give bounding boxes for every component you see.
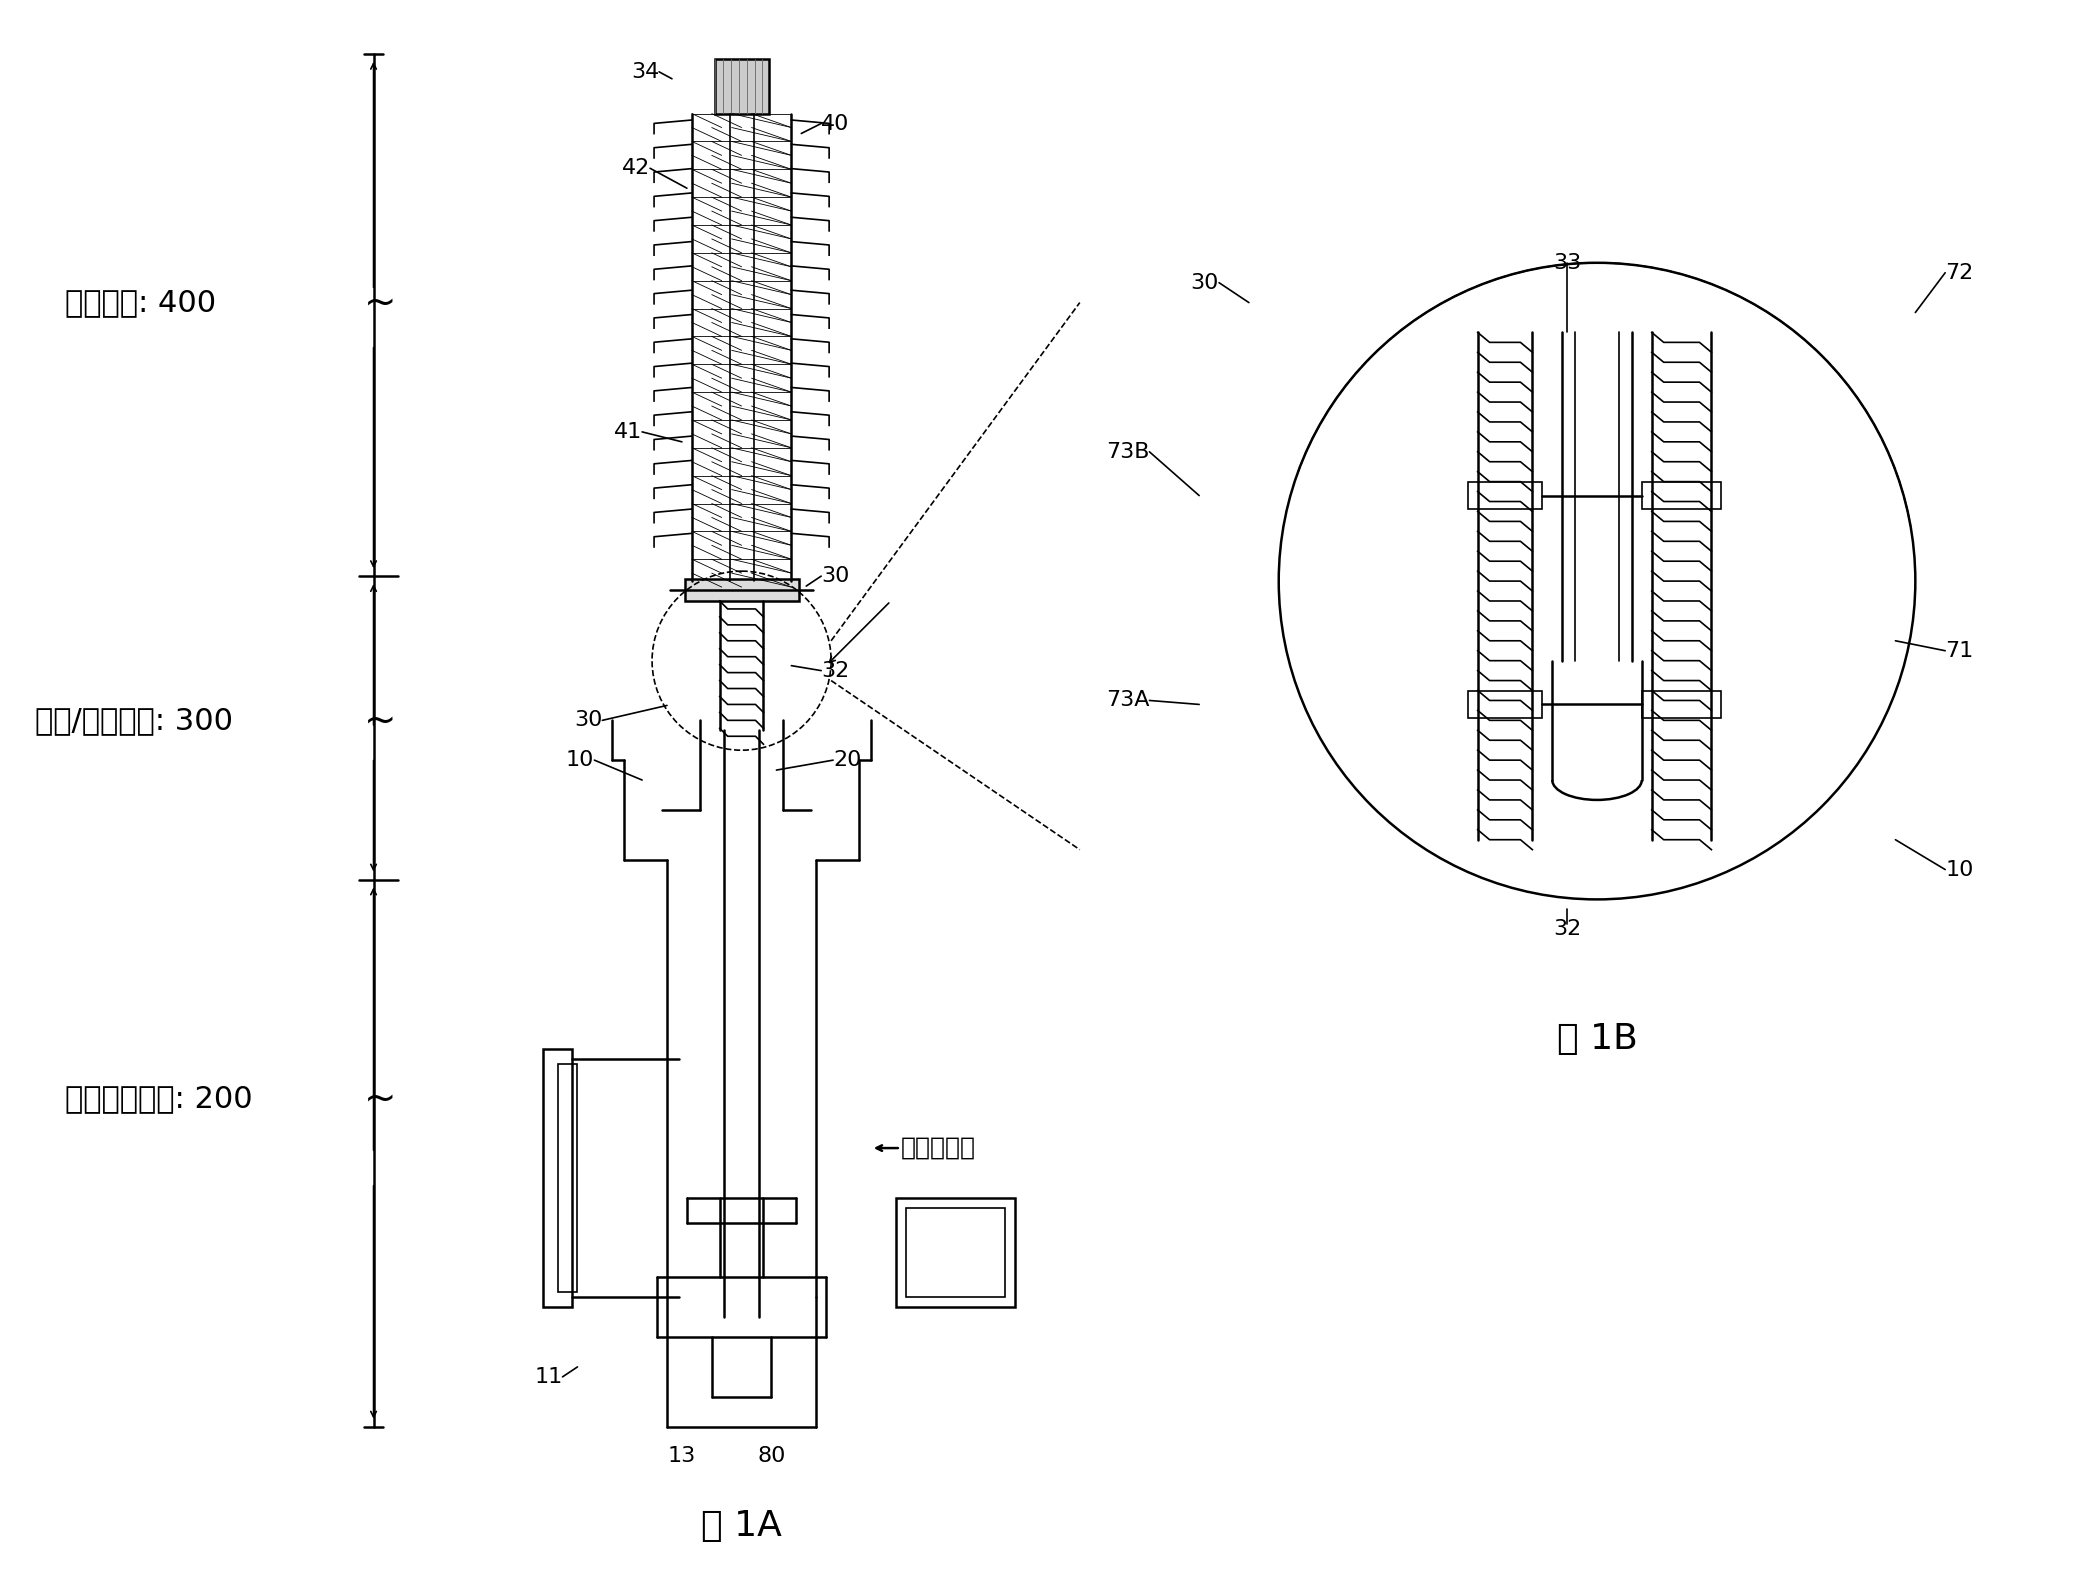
Bar bbox=[905, 1208, 1005, 1298]
Bar bbox=[1467, 481, 1542, 510]
Text: 32: 32 bbox=[1552, 919, 1582, 939]
Bar bbox=[543, 1049, 572, 1307]
Text: 10: 10 bbox=[566, 750, 595, 771]
Bar bbox=[1642, 691, 1721, 719]
Text: 20: 20 bbox=[832, 750, 862, 771]
Text: 41: 41 bbox=[614, 422, 643, 442]
Text: 32: 32 bbox=[822, 661, 849, 681]
Text: 42: 42 bbox=[622, 159, 649, 178]
Text: 72: 72 bbox=[1946, 263, 1973, 283]
Bar bbox=[685, 579, 799, 601]
Text: ~: ~ bbox=[364, 702, 395, 739]
Bar bbox=[1467, 691, 1542, 719]
Text: 80: 80 bbox=[757, 1447, 787, 1466]
Text: 11: 11 bbox=[535, 1367, 562, 1387]
Text: 73A: 73A bbox=[1105, 691, 1149, 711]
Text: 30: 30 bbox=[574, 711, 601, 730]
Text: ~: ~ bbox=[364, 283, 395, 321]
Text: 至超导电缆: 至超导电缆 bbox=[901, 1136, 976, 1159]
Text: 10: 10 bbox=[1946, 859, 1973, 879]
Bar bbox=[1642, 481, 1721, 510]
Text: ~: ~ bbox=[364, 1079, 395, 1117]
Bar bbox=[895, 1197, 1016, 1307]
Text: 73B: 73B bbox=[1105, 442, 1149, 462]
Text: 40: 40 bbox=[822, 113, 849, 134]
Text: 71: 71 bbox=[1946, 640, 1973, 661]
Text: 图 1A: 图 1A bbox=[701, 1509, 782, 1543]
Bar bbox=[714, 58, 770, 113]
Text: 非常低温部分: 200: 非常低温部分: 200 bbox=[65, 1084, 252, 1112]
Text: 34: 34 bbox=[631, 61, 660, 82]
Text: 30: 30 bbox=[822, 566, 849, 587]
Text: 连接/维热部分: 300: 连接/维热部分: 300 bbox=[35, 706, 233, 735]
Text: 13: 13 bbox=[668, 1447, 695, 1466]
Text: 33: 33 bbox=[1552, 253, 1582, 272]
Text: 室温部分: 400: 室温部分: 400 bbox=[65, 288, 216, 318]
Bar bbox=[558, 1063, 576, 1293]
Text: 图 1B: 图 1B bbox=[1557, 1021, 1638, 1055]
Text: 30: 30 bbox=[1190, 272, 1219, 293]
